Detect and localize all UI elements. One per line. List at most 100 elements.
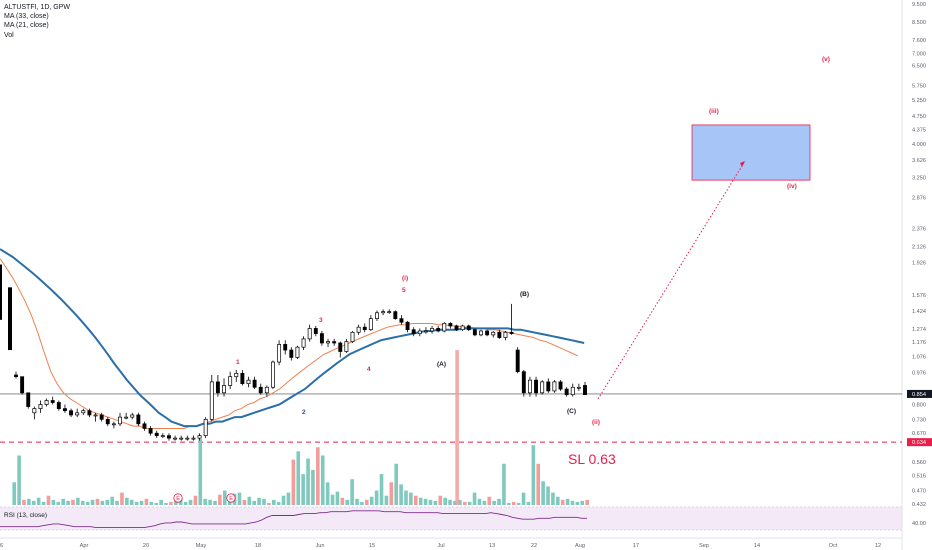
wave-label: 5 bbox=[402, 287, 406, 294]
volume-bar bbox=[325, 482, 330, 505]
candle-body bbox=[546, 381, 551, 392]
candle-body bbox=[393, 311, 398, 319]
volume-bar bbox=[453, 500, 457, 505]
volume-bar bbox=[360, 501, 364, 505]
candle-body bbox=[87, 410, 92, 416]
candle-body bbox=[423, 330, 428, 333]
earnings-marker-icon bbox=[226, 493, 236, 503]
candle-body bbox=[62, 408, 67, 412]
time-tick-label: Aug bbox=[575, 543, 585, 549]
earnings-marker-label: E bbox=[229, 496, 233, 502]
volume-bar bbox=[46, 495, 51, 505]
candle-body bbox=[203, 418, 208, 437]
time-tick-label: 20 bbox=[143, 543, 149, 549]
candle-body bbox=[356, 326, 361, 333]
wave-label: (iii) bbox=[709, 108, 719, 115]
candle-body bbox=[405, 321, 410, 331]
projection-arrowhead bbox=[740, 161, 745, 168]
candle-body bbox=[142, 423, 147, 429]
symbol-title: ALTUSTFI, 1D, GPW bbox=[4, 4, 70, 11]
wave-label: (iv) bbox=[787, 183, 797, 190]
price-tick-label: 0.516 bbox=[912, 473, 926, 479]
volume-bar bbox=[350, 479, 354, 505]
price-tick-label: 3.626 bbox=[912, 158, 926, 164]
volume-bar bbox=[188, 499, 193, 505]
volume-bar bbox=[345, 499, 350, 505]
volume-bar bbox=[458, 499, 462, 505]
volume-bar bbox=[36, 497, 41, 505]
candle-body bbox=[521, 371, 526, 394]
candle-body bbox=[136, 414, 141, 425]
volume-bar bbox=[129, 499, 134, 505]
volume-bar bbox=[521, 492, 526, 505]
candle-body bbox=[44, 400, 49, 405]
ma21-line bbox=[0, 258, 579, 429]
candle-body bbox=[50, 400, 55, 403]
volume-bar bbox=[551, 492, 555, 505]
volume-bar bbox=[267, 502, 271, 505]
candle-body bbox=[460, 325, 465, 331]
volume-bar bbox=[90, 499, 95, 505]
time-tick-label: Apr bbox=[80, 543, 89, 549]
candle-body bbox=[485, 330, 490, 336]
volume-bar bbox=[154, 502, 159, 505]
candle-body bbox=[197, 435, 202, 439]
volume-bar bbox=[462, 501, 467, 505]
candle-body bbox=[350, 331, 355, 342]
price-tick-label: 7.600 bbox=[912, 38, 926, 44]
volume-bar bbox=[125, 497, 129, 505]
wave-label: 3 bbox=[319, 317, 323, 324]
price-tick-label: 1.176 bbox=[912, 340, 926, 346]
volume-bar bbox=[536, 463, 541, 505]
volume-bar bbox=[203, 498, 207, 505]
volume-bar bbox=[56, 501, 61, 505]
price-tick-label: 1.076 bbox=[912, 355, 926, 361]
candle-body bbox=[240, 372, 245, 385]
candle-body bbox=[75, 412, 80, 416]
volume-bar bbox=[404, 490, 408, 505]
wave-label: (v) bbox=[822, 56, 830, 63]
volume-bar bbox=[487, 496, 492, 505]
volume-bar bbox=[340, 497, 345, 505]
candle-body bbox=[534, 379, 539, 394]
candle-body bbox=[307, 328, 312, 340]
wave-label: 1 bbox=[236, 359, 240, 366]
candle-body bbox=[289, 349, 294, 358]
candle-body bbox=[399, 318, 404, 323]
legend-vol: Vol bbox=[4, 31, 14, 39]
candle-body bbox=[344, 341, 349, 352]
candle-body bbox=[228, 376, 233, 386]
volume-bar bbox=[281, 495, 286, 505]
wave-label: (A) bbox=[437, 361, 446, 368]
time-tick-label: Jun bbox=[315, 543, 324, 549]
candle-body bbox=[436, 328, 441, 332]
volume-bar bbox=[541, 481, 545, 505]
volume-bar bbox=[585, 499, 589, 505]
price-tick-label: 0.670 bbox=[912, 431, 926, 437]
price-tick-label: 1.424 bbox=[912, 309, 926, 315]
price-tick-label: 1.274 bbox=[912, 327, 926, 333]
candle-body bbox=[503, 331, 508, 338]
candle-body bbox=[319, 333, 324, 344]
volume-bar bbox=[467, 501, 472, 505]
volume-bar bbox=[139, 500, 144, 505]
earnings-marker-label: E bbox=[176, 496, 180, 502]
volume-bar bbox=[531, 445, 536, 505]
volume-bar bbox=[580, 500, 585, 505]
stop-loss-value: 0.634 bbox=[912, 440, 926, 446]
price-tick-label: 0.800 bbox=[912, 403, 926, 409]
volume-bar bbox=[31, 500, 36, 505]
candle-body bbox=[234, 372, 239, 378]
candle-body bbox=[479, 330, 483, 336]
wave-label: (i) bbox=[402, 275, 408, 282]
price-tick-label: 3.250 bbox=[912, 176, 926, 182]
volume-bar bbox=[110, 496, 114, 505]
volume-bar bbox=[374, 490, 379, 505]
volume-bar bbox=[120, 492, 124, 505]
volume-bar bbox=[482, 500, 487, 505]
volume-bar bbox=[492, 500, 496, 505]
volume-bar bbox=[159, 499, 163, 505]
price-tick-label: 0.432 bbox=[912, 502, 926, 508]
candle-body bbox=[56, 402, 61, 409]
